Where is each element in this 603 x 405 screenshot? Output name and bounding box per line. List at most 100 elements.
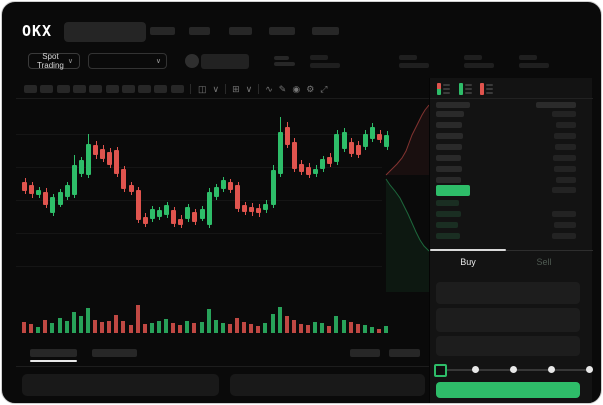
ask-amount-bar[interactable] bbox=[552, 111, 576, 117]
chevron-down-icon: ∨ bbox=[155, 57, 161, 65]
candle-style-icon[interactable]: ◫ bbox=[198, 83, 207, 94]
bid-price-bar[interactable] bbox=[436, 222, 458, 228]
tab-sell[interactable]: Sell bbox=[506, 256, 582, 268]
book-view-both-icon[interactable] bbox=[437, 83, 450, 95]
book-view-asks-icon[interactable] bbox=[480, 83, 493, 95]
ask-amount-bar[interactable] bbox=[556, 177, 576, 183]
volume-bar bbox=[220, 323, 225, 333]
ob-header-price[interactable] bbox=[436, 102, 470, 108]
ask-amount-bar[interactable] bbox=[554, 133, 576, 139]
candle-wick bbox=[123, 166, 125, 192]
slider-stop-dot[interactable] bbox=[586, 366, 593, 373]
timeframe-button[interactable] bbox=[24, 85, 37, 93]
amount-field[interactable] bbox=[436, 336, 580, 356]
candle-body bbox=[291, 142, 297, 169]
bottom-tab-active[interactable] bbox=[30, 349, 77, 357]
bottom-action-placeholder[interactable] bbox=[389, 349, 420, 357]
volume-bar bbox=[270, 314, 275, 333]
market-type-label: Spot Trading bbox=[37, 52, 64, 70]
ask-price-bar[interactable] bbox=[436, 166, 462, 172]
price-field[interactable] bbox=[436, 308, 580, 332]
bid-price-bar[interactable] bbox=[436, 233, 460, 239]
candle-body bbox=[206, 192, 212, 225]
timeframe-button[interactable] bbox=[106, 85, 119, 93]
ask-amount-bar[interactable] bbox=[553, 155, 576, 161]
fullscreen-expand-icon[interactable]: ⤢ bbox=[320, 83, 328, 94]
chart-gridline bbox=[16, 266, 382, 267]
chevron-down-icon[interactable]: ∨ bbox=[212, 83, 220, 94]
candle-wick bbox=[31, 182, 33, 198]
overlay-compare-icon[interactable]: ⊞ bbox=[232, 83, 240, 94]
chart-gridline bbox=[16, 233, 382, 234]
draw-pencil-icon[interactable]: ✎ bbox=[278, 83, 287, 94]
indicator-wave-icon[interactable]: ∿ bbox=[265, 83, 273, 94]
timeframe-button[interactable] bbox=[89, 85, 102, 93]
candle-wick bbox=[81, 157, 83, 177]
ask-amount-bar[interactable] bbox=[555, 144, 576, 150]
volume-bar bbox=[107, 321, 112, 333]
volume-bar bbox=[64, 321, 69, 333]
candle-wick bbox=[52, 194, 54, 216]
chevron-down-icon[interactable]: ∨ bbox=[245, 83, 253, 94]
bid-price-bar[interactable] bbox=[436, 211, 461, 217]
timeframe-button[interactable] bbox=[171, 85, 184, 93]
price-label-placeholder bbox=[274, 56, 289, 60]
candle-wick bbox=[344, 128, 345, 152]
timeframe-button[interactable] bbox=[122, 85, 135, 93]
last-price-bar[interactable] bbox=[436, 185, 470, 196]
timeframe-button[interactable] bbox=[138, 85, 151, 93]
candle-wick bbox=[280, 117, 282, 177]
ask-price-bar[interactable] bbox=[436, 133, 463, 139]
ask-price-bar[interactable] bbox=[436, 122, 462, 128]
last-price-amount-bar[interactable] bbox=[552, 187, 576, 193]
settings-gear-icon[interactable]: ⚙ bbox=[306, 83, 315, 94]
bid-amount-bar[interactable] bbox=[554, 222, 576, 228]
ask-price-bar[interactable] bbox=[436, 177, 461, 183]
chart-gridline bbox=[16, 134, 382, 135]
tab-buy[interactable]: Buy bbox=[430, 256, 506, 268]
nav-item-placeholder[interactable] bbox=[229, 27, 252, 35]
nav-item-placeholder[interactable] bbox=[312, 27, 339, 35]
volume-bar bbox=[256, 326, 261, 333]
ask-price-bar[interactable] bbox=[436, 111, 464, 117]
bottom-tab[interactable] bbox=[92, 349, 137, 357]
slider-stop-dot[interactable] bbox=[548, 366, 555, 373]
market-type-selector[interactable]: Spot Trading ∨ bbox=[28, 52, 80, 70]
ob-header-amount[interactable] bbox=[536, 102, 576, 108]
pair-dropdown[interactable]: ∨ bbox=[88, 53, 167, 69]
nav-item-placeholder[interactable] bbox=[269, 27, 295, 35]
ask-price-bar[interactable] bbox=[436, 155, 461, 161]
bid-price-bar[interactable] bbox=[436, 200, 459, 206]
candle-wick bbox=[166, 202, 168, 218]
volume-bar bbox=[341, 320, 346, 333]
camera-snapshot-icon[interactable]: ◉ bbox=[292, 83, 301, 94]
candle-body bbox=[313, 169, 319, 174]
slider-stop-dot[interactable] bbox=[510, 366, 517, 373]
timeframe-button[interactable] bbox=[57, 85, 70, 93]
ask-amount-bar[interactable] bbox=[556, 122, 576, 128]
nav-item-placeholder[interactable] bbox=[189, 27, 210, 35]
timeframe-button[interactable] bbox=[40, 85, 53, 93]
search-input[interactable] bbox=[64, 22, 146, 42]
slider-handle[interactable] bbox=[434, 364, 447, 377]
candle-body bbox=[284, 127, 290, 145]
stat-label-placeholder bbox=[464, 55, 482, 60]
volume-bar bbox=[43, 320, 48, 333]
divider bbox=[430, 250, 593, 251]
nav-item-placeholder[interactable] bbox=[150, 27, 175, 35]
ask-amount-bar[interactable] bbox=[554, 166, 576, 172]
book-view-bids-icon[interactable] bbox=[459, 83, 472, 95]
bottom-action-placeholder[interactable] bbox=[350, 349, 380, 357]
order-type-field[interactable] bbox=[436, 282, 580, 304]
buy-submit-button[interactable] bbox=[436, 382, 580, 398]
slider-stop-dot[interactable] bbox=[472, 366, 479, 373]
ask-price-bar[interactable] bbox=[436, 144, 462, 150]
depth-ask-fill bbox=[386, 105, 429, 175]
candle-body bbox=[355, 145, 361, 155]
timeframe-button[interactable] bbox=[154, 85, 167, 93]
volume-bar bbox=[50, 323, 55, 333]
candle-wick bbox=[209, 188, 211, 228]
bid-amount-bar[interactable] bbox=[552, 233, 576, 239]
timeframe-button[interactable] bbox=[73, 85, 86, 93]
bid-amount-bar[interactable] bbox=[552, 211, 576, 217]
